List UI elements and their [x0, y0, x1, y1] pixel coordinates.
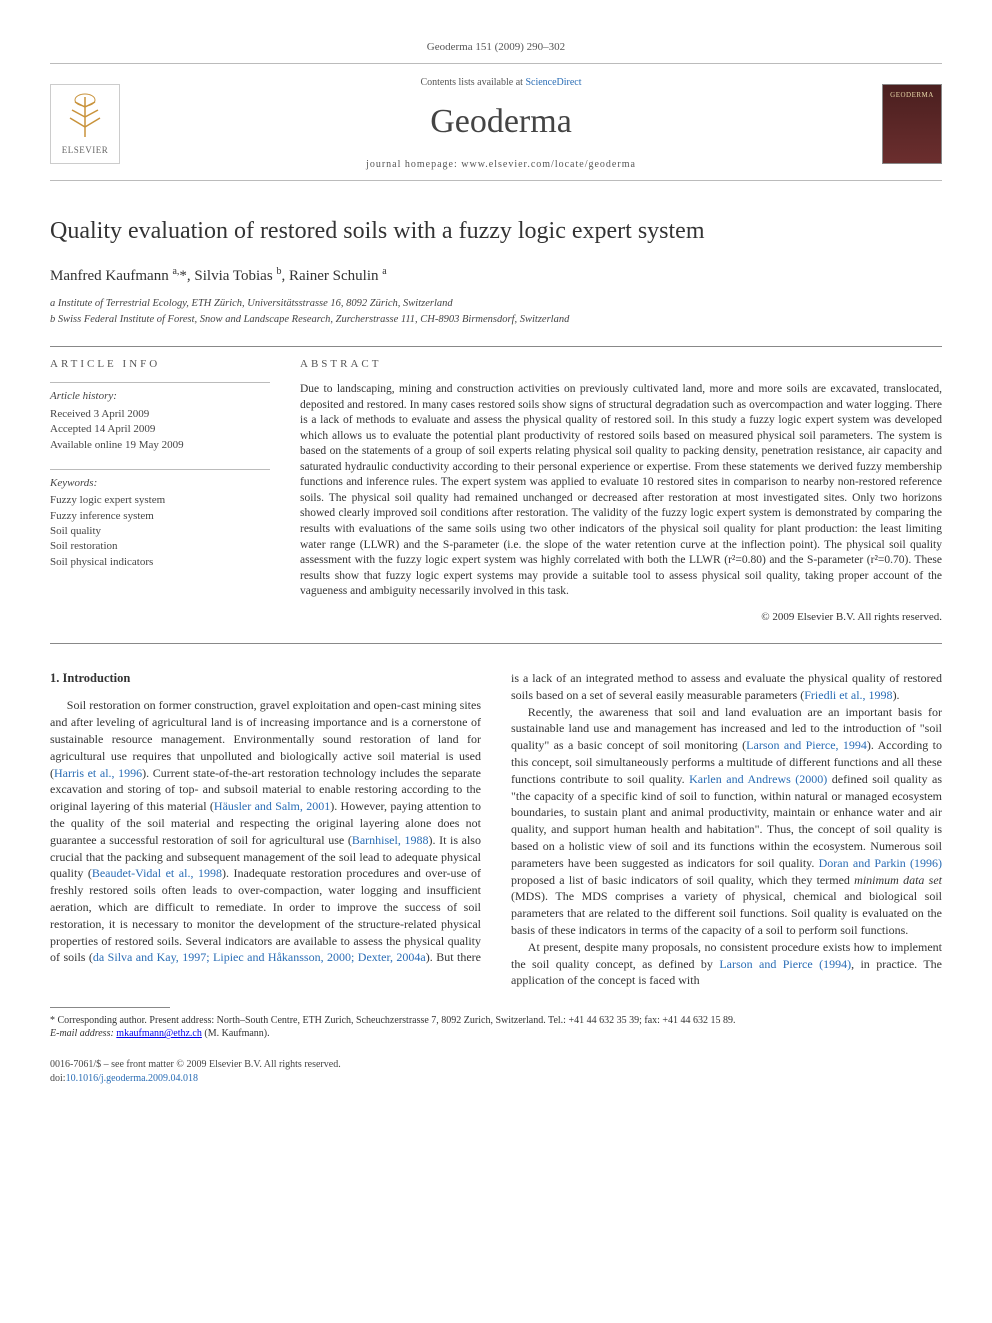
footnote-email-line: E-mail address: mkaufmann@ethz.ch (M. Ka…	[50, 1027, 942, 1040]
doi-link[interactable]: 10.1016/j.geoderma.2009.04.018	[66, 1073, 198, 1084]
authors: Manfred Kaufmann a,*, Silvia Tobias b, R…	[50, 265, 942, 287]
footnote-rule	[50, 1007, 170, 1008]
abstract-heading: ABSTRACT	[300, 357, 942, 372]
section-1-heading: 1. Introduction	[50, 670, 481, 688]
footnote-line-1: * Corresponding author. Present address:…	[50, 1014, 942, 1027]
affiliations: a Institute of Terrestrial Ecology, ETH …	[50, 297, 942, 328]
keyword: Fuzzy inference system	[50, 509, 270, 524]
abstract-column: ABSTRACT Due to landscaping, mining and …	[300, 357, 942, 625]
email-label: E-mail address:	[50, 1028, 114, 1039]
ref-link[interactable]: Beaudet-Vidal et al., 1998	[92, 866, 222, 880]
ref-link[interactable]: Doran and Parkin (1996)	[819, 856, 942, 870]
email-link[interactable]: mkaufmann@ethz.ch	[116, 1028, 202, 1039]
history-label: Article history:	[50, 389, 270, 404]
front-matter-line: 0016-7061/$ – see front matter © 2009 El…	[50, 1058, 942, 1072]
keyword: Fuzzy logic expert system	[50, 493, 270, 508]
homepage-prefix: journal homepage:	[366, 159, 461, 170]
article-info-column: ARTICLE INFO Article history: Received 3…	[50, 357, 270, 625]
rule-above-abstract	[50, 346, 942, 347]
cover-thumb-text: GEODERMA	[890, 91, 934, 101]
keywords-block: Keywords: Fuzzy logic expert systemFuzzy…	[50, 476, 270, 570]
article-history-block: Article history: Received 3 April 2009Ac…	[50, 389, 270, 453]
publisher-logo: ELSEVIER	[50, 84, 120, 164]
keywords-label: Keywords:	[50, 476, 270, 491]
homepage-url: www.elsevier.com/locate/geoderma	[461, 159, 636, 170]
history-line: Available online 19 May 2009	[50, 438, 270, 453]
ref-link[interactable]: Friedli et al., 1998	[804, 688, 892, 702]
ref-link[interactable]: Karlen and Andrews (2000)	[689, 772, 827, 786]
ref-link[interactable]: Larson and Pierce (1994)	[719, 957, 851, 971]
doi-line: doi:10.1016/j.geoderma.2009.04.018	[50, 1072, 942, 1086]
keyword: Soil quality	[50, 524, 270, 539]
contents-line: Contents lists available at ScienceDirec…	[120, 76, 882, 90]
ref-link[interactable]: Häusler and Salm, 2001	[214, 799, 330, 813]
contents-prefix: Contents lists available at	[420, 77, 525, 88]
rule-info-1	[50, 382, 270, 383]
article-title: Quality evaluation of restored soils wit…	[50, 215, 942, 249]
corresponding-author-footnote: * Corresponding author. Present address:…	[50, 1014, 942, 1040]
ref-link[interactable]: Harris et al., 1996	[54, 766, 142, 780]
rule-top	[50, 63, 942, 64]
body-paragraph: At present, despite many proposals, no c…	[511, 939, 942, 989]
body-paragraph: Recently, the awareness that soil and la…	[511, 704, 942, 939]
keyword: Soil restoration	[50, 539, 270, 554]
rule-below-abstract	[50, 643, 942, 644]
bottom-meta: 0016-7061/$ – see front matter © 2009 El…	[50, 1058, 942, 1086]
ref-link[interactable]: da Silva and Kay, 1997; Lipiec and Håkan…	[93, 950, 426, 964]
ref-link[interactable]: Barnhisel, 1988	[352, 833, 429, 847]
journal-name: Geoderma	[120, 98, 882, 146]
info-abstract-row: ARTICLE INFO Article history: Received 3…	[50, 357, 942, 625]
rule-banner-bottom	[50, 180, 942, 181]
body-two-column: 1. Introduction Soil restoration on form…	[50, 670, 942, 989]
banner-center: Contents lists available at ScienceDirec…	[120, 76, 882, 172]
journal-banner: ELSEVIER Contents lists available at Sci…	[50, 70, 942, 174]
history-line: Received 3 April 2009	[50, 407, 270, 422]
article-info-heading: ARTICLE INFO	[50, 357, 270, 372]
history-line: Accepted 14 April 2009	[50, 422, 270, 437]
elsevier-tree-icon	[60, 92, 110, 142]
keyword: Soil physical indicators	[50, 555, 270, 570]
journal-cover-thumb: GEODERMA	[882, 84, 942, 164]
email-suffix: (M. Kaufmann).	[204, 1028, 269, 1039]
homepage-line: journal homepage: www.elsevier.com/locat…	[120, 158, 882, 172]
sciencedirect-link[interactable]: ScienceDirect	[525, 77, 581, 88]
publisher-logo-text: ELSEVIER	[62, 144, 109, 157]
abstract-text: Due to landscaping, mining and construct…	[300, 382, 942, 599]
affiliation: a Institute of Terrestrial Ecology, ETH …	[50, 297, 942, 312]
ref-link[interactable]: Larson and Pierce, 1994	[746, 738, 867, 752]
running-head: Geoderma 151 (2009) 290–302	[50, 40, 942, 55]
affiliation: b Swiss Federal Institute of Forest, Sno…	[50, 313, 942, 328]
rule-info-2	[50, 469, 270, 470]
abstract-copyright: © 2009 Elsevier B.V. All rights reserved…	[300, 610, 942, 625]
